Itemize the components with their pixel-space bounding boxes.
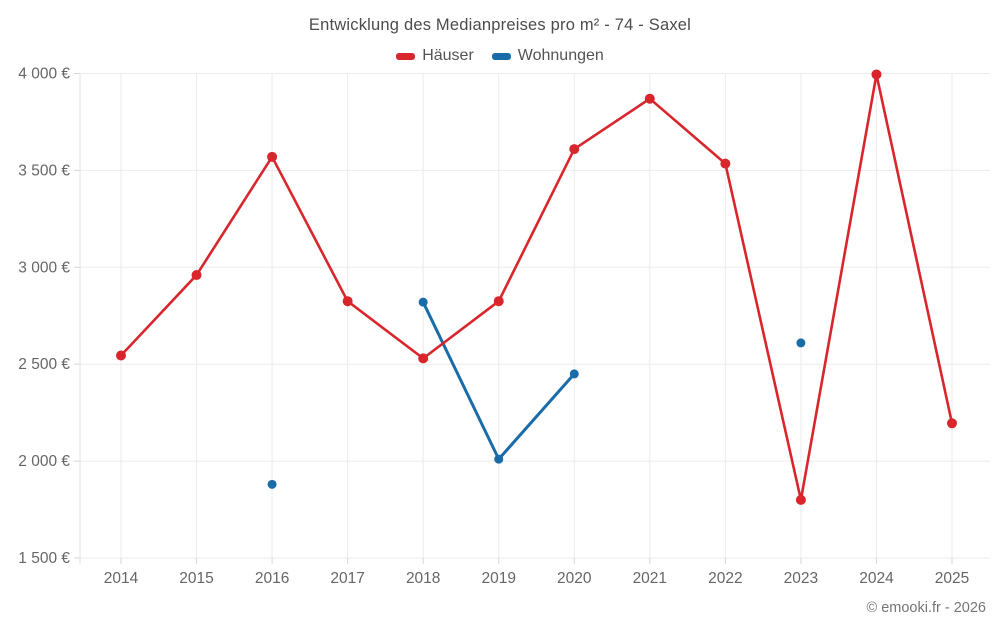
wohnungen-series-swatch-icon: [491, 52, 511, 60]
wohnungen-point-2023: [796, 338, 806, 348]
wohnungen-point-2020: [569, 369, 579, 379]
x-tick-label: 2022: [708, 570, 742, 587]
haeuser-point-2015: [191, 270, 202, 281]
chart-legend: Häuser Wohnungen: [0, 47, 1000, 65]
y-tick-label: 3 000 €: [18, 259, 70, 276]
x-tick-label: 2018: [406, 570, 440, 587]
x-tick-label: 2020: [557, 570, 592, 587]
x-tick-label: 2021: [633, 570, 667, 587]
x-tick-label: 2015: [179, 570, 213, 587]
legend-item-wohnungen[interactable]: Wohnungen: [491, 47, 604, 65]
wohnungen-point-2019: [494, 454, 504, 464]
y-tick-label: 4 000 €: [18, 66, 70, 83]
x-tick-label: 2025: [935, 570, 969, 587]
haeuser-point-2019: [493, 296, 504, 307]
chart-title: Entwicklung des Medianpreises pro m² - 7…: [308, 16, 692, 34]
x-tick-label: 2017: [330, 570, 364, 587]
haeuser-point-2021: [644, 93, 655, 104]
x-tick-label: 2023: [784, 570, 818, 587]
y-tick-label: 2 000 €: [18, 453, 70, 470]
haeuser-point-2016: [267, 151, 278, 162]
haeuser-series-swatch-icon: [396, 52, 416, 60]
legend-label-haeuser: Häuser: [422, 47, 474, 64]
haeuser-point-2025: [947, 418, 957, 429]
haeuser-line: [119, 73, 954, 502]
y-tick-label: 1 500 €: [18, 550, 70, 567]
haeuser-point-2022: [720, 158, 731, 169]
haeuser-point-2023: [795, 494, 806, 505]
haeuser-point-2014: [116, 350, 126, 361]
wohnungen-point-2016: [267, 479, 277, 489]
legend-label-wohnungen: Wohnungen: [517, 47, 604, 64]
x-tick-label: 2019: [481, 570, 515, 587]
x-tick-label: 2024: [859, 570, 894, 587]
y-tick-label: 2 500 €: [18, 356, 70, 373]
haeuser-point-2024: [871, 69, 882, 80]
haeuser-point-2017: [342, 296, 353, 307]
copyright-text: © emooki.fr - 2026: [866, 600, 986, 616]
haeuser-point-2020: [569, 144, 580, 155]
haeuser-point-2018: [418, 353, 429, 364]
y-tick-label: 3 500 €: [18, 162, 70, 179]
x-tick-label: 2014: [104, 570, 139, 587]
x-tick-label: 2016: [255, 570, 289, 587]
wohnungen-point-2018: [418, 297, 428, 307]
legend-item-haeuser[interactable]: Häuser: [396, 47, 474, 65]
